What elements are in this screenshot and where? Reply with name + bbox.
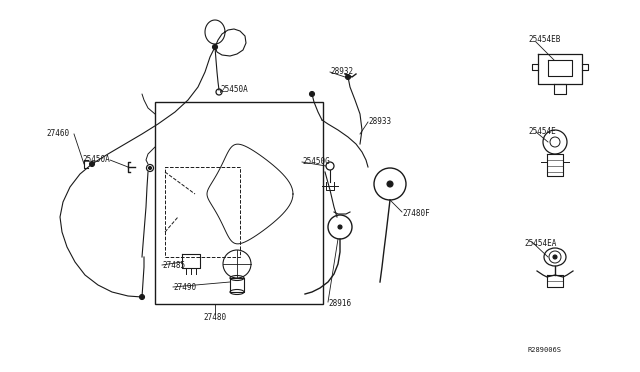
Text: 27480: 27480 — [204, 312, 227, 321]
Circle shape — [140, 295, 145, 299]
Circle shape — [148, 167, 152, 170]
Circle shape — [310, 92, 314, 96]
Text: 27485: 27485 — [162, 260, 185, 269]
Text: 28916: 28916 — [328, 299, 351, 308]
Text: 27480F: 27480F — [402, 209, 429, 218]
Text: 25454EB: 25454EB — [528, 35, 561, 45]
Bar — [165, 167, 240, 257]
Circle shape — [346, 74, 351, 80]
Text: 25450G: 25450G — [302, 157, 330, 167]
Bar — [155, 102, 323, 304]
Text: 28933: 28933 — [368, 118, 391, 126]
Text: 28932: 28932 — [330, 67, 353, 77]
Text: 25450A: 25450A — [220, 86, 248, 94]
Text: R289006S: R289006S — [528, 347, 562, 353]
Circle shape — [553, 255, 557, 259]
Circle shape — [338, 225, 342, 229]
Text: 27460: 27460 — [47, 129, 70, 138]
Text: 27490: 27490 — [173, 282, 196, 292]
Circle shape — [387, 181, 393, 187]
Text: 25454E: 25454E — [528, 128, 556, 137]
Text: 25454EA: 25454EA — [524, 240, 556, 248]
Circle shape — [212, 45, 218, 49]
Circle shape — [90, 161, 95, 167]
Text: 25450A: 25450A — [83, 155, 110, 164]
